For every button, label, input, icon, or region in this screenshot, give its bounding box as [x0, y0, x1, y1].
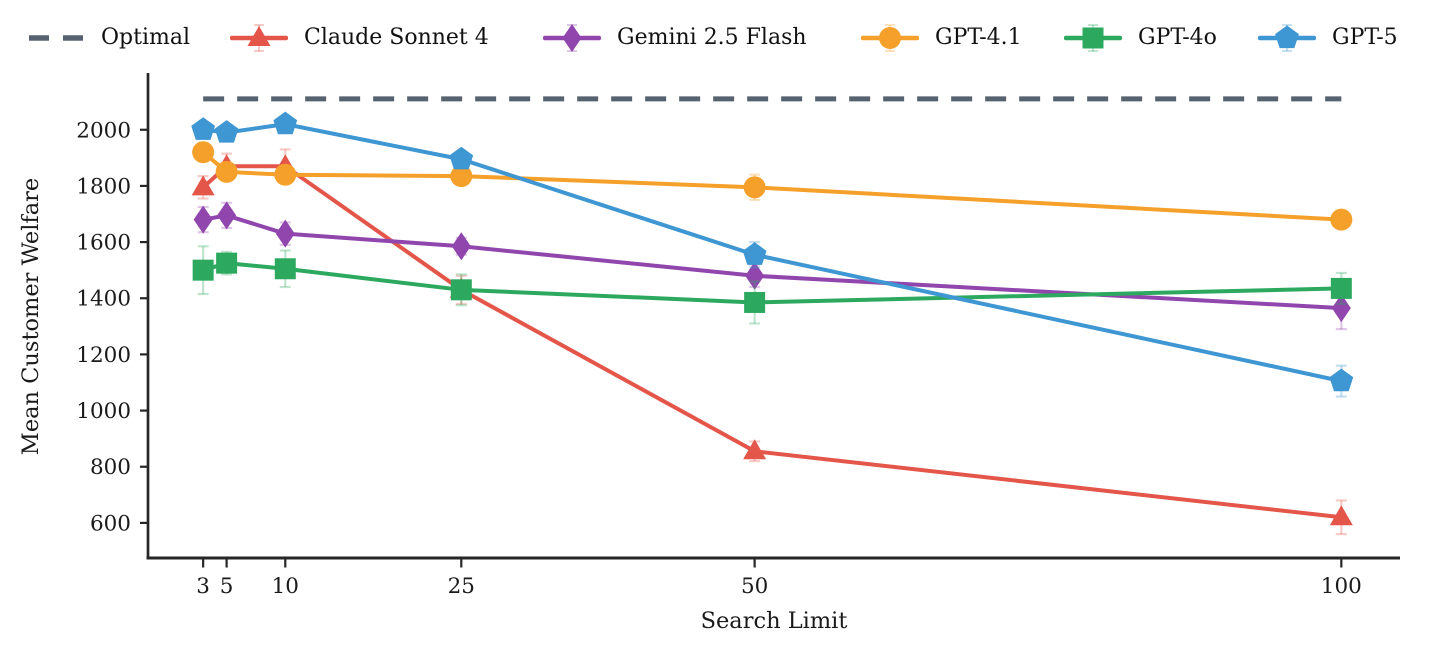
circle-icon [879, 27, 901, 49]
y-tick-label: 1800 [76, 174, 131, 199]
pentagon-marker-icon [214, 120, 239, 143]
legend-label-gpt-4o: GPT-4o [1138, 25, 1217, 50]
pentagon-icon [1275, 25, 1299, 49]
legend-swatch-gpt-5-pentagon-icon [1258, 24, 1316, 52]
legend-item-gpt-4-1: GPT-4.1 [861, 21, 1022, 55]
axes-spines [146, 73, 1400, 560]
legend-swatch-gpt-4o-square-icon [1064, 24, 1122, 52]
square-marker-icon [450, 279, 472, 301]
legend-item-optimal: Optimal [27, 21, 190, 55]
series-line [201, 150, 1344, 222]
circle-marker-icon [743, 176, 766, 199]
diamond-marker-icon [193, 205, 213, 234]
series-gpt-4-1 [192, 141, 1353, 231]
pentagon-marker-icon [191, 117, 216, 140]
y-tick-label: 1600 [76, 231, 131, 256]
y-tick-label: 600 [90, 511, 131, 536]
legend-label-optimal: Optimal [101, 25, 191, 50]
diamond-icon [562, 24, 582, 52]
legend-swatch-gpt-4-1-circle-icon [861, 24, 919, 52]
legend-swatch-optimal-dashed-line-icon [29, 35, 83, 41]
circle-marker-icon [274, 163, 297, 186]
square-marker-icon [1330, 277, 1352, 299]
y-tick-label: 1200 [76, 343, 131, 368]
circle-marker-icon [1330, 208, 1353, 231]
legend-label-gemini-2-5-flash: Gemini 2.5 Flash [617, 25, 807, 50]
y-tick-label: 1400 [76, 287, 131, 312]
legend-label-gpt-4-1: GPT-4.1 [935, 25, 1022, 50]
circle-marker-icon [215, 160, 238, 183]
pentagon-marker-icon [1329, 368, 1354, 392]
series-gpt-4o [192, 245, 1352, 325]
circle-marker-icon [450, 165, 473, 188]
legend-item-gemini-2-5-flash: Gemini 2.5 Flash [543, 21, 807, 55]
triangle-marker-icon [1329, 505, 1353, 526]
square-marker-icon [192, 259, 214, 281]
diamond-marker-icon [745, 261, 765, 290]
circle-marker-icon [192, 141, 215, 164]
diamond-marker-icon [275, 219, 295, 248]
x-tick-label: 10 [272, 574, 299, 599]
diamond-marker-icon [451, 232, 471, 261]
y-axis-label: Mean Customer Welfare [18, 178, 44, 455]
x-tick-label: 50 [741, 574, 768, 599]
x-axis-label: Search Limit [701, 608, 848, 634]
y-axis: 600 800 1000 1200 1400 1600 1800 2000 [76, 118, 148, 536]
pentagon-marker-icon [449, 146, 474, 170]
x-tick-label: 5 [220, 574, 234, 599]
triangle-marker-icon [743, 439, 767, 460]
square-marker-icon [274, 258, 296, 280]
diamond-marker-icon [1331, 294, 1351, 323]
square-icon [1082, 27, 1104, 49]
series-line [201, 261, 1344, 305]
chart-legend: Optimal Claude Sonnet 4 Gemini 2.5 Flash GP… [0, 0, 1430, 70]
diamond-marker-icon [217, 201, 237, 230]
pentagon-marker-icon [273, 111, 298, 135]
legend-item-claude-sonnet-4: Claude Sonnet 4 [230, 21, 489, 55]
x-axis: 3 5 10 25 50 100 [196, 559, 1362, 599]
square-marker-icon [216, 252, 238, 274]
series-gpt-5 [191, 111, 1354, 398]
x-tick-label: 25 [448, 574, 475, 599]
legend-swatch-claude-sonnet-4-triangle-icon [230, 24, 288, 52]
legend-swatch-gemini-2-5-flash-diamond-icon [543, 24, 601, 52]
triangle-marker-icon [191, 175, 215, 196]
pentagon-marker-icon [742, 242, 767, 265]
x-tick-label: 3 [196, 574, 210, 599]
series-line [201, 122, 1344, 384]
square-marker-icon [744, 291, 766, 313]
legend-item-gpt-5: GPT-5 [1258, 21, 1398, 55]
legend-label-claude-sonnet-4: Claude Sonnet 4 [304, 25, 489, 50]
y-tick-label: 800 [90, 455, 131, 480]
legend-item-gpt-4o: GPT-4o [1064, 21, 1217, 55]
legend-label-gpt-5: GPT-5 [1332, 25, 1398, 50]
y-tick-label: 1000 [76, 399, 131, 424]
series-claude-sonnet-4 [191, 148, 1353, 536]
x-tick-label: 100 [1321, 574, 1362, 599]
triangle-icon [247, 26, 271, 46]
series-gemini-2-5-flash [193, 201, 1351, 331]
y-tick-label: 2000 [76, 118, 131, 143]
series-line [201, 164, 1344, 520]
